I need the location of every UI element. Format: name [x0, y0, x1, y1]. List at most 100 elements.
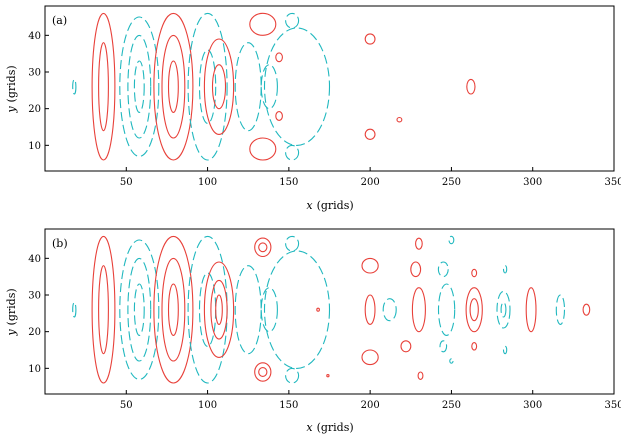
- positive-contour-42: [471, 342, 478, 351]
- x-tick-label-6: 350: [604, 400, 621, 411]
- positive-contour-14: [249, 137, 277, 161]
- positive-contour-40: [469, 298, 479, 322]
- x-axis-unit-a: (grids): [317, 199, 354, 212]
- x-tick-label-1: 100: [198, 400, 217, 411]
- positive-contour-11: [203, 38, 235, 135]
- negative-contour-19: [285, 144, 300, 161]
- positive-contour-12: [210, 279, 228, 340]
- positive-contour-26: [361, 349, 379, 366]
- negative-contour-43: [496, 290, 511, 329]
- negative-contour-45: [502, 265, 508, 274]
- panel-label-a: (a): [52, 14, 67, 27]
- x-axis-var-a: x: [306, 199, 313, 212]
- x-tick-label-4: 250: [442, 400, 461, 411]
- negative-contour-16: [260, 64, 278, 110]
- x-tick-label-2: 150: [279, 177, 298, 188]
- negative-contour-19: [260, 287, 278, 333]
- positive-contour-13: [249, 12, 277, 36]
- positive-contour-16: [254, 362, 272, 382]
- negative-contour-38: [449, 358, 454, 364]
- positive-contour-24: [396, 116, 403, 123]
- y-axis-unit-a: (grids): [5, 65, 18, 102]
- y-axis-label-b: y (grids): [5, 288, 18, 336]
- negative-contour-34: [437, 283, 456, 336]
- positive-contour-49: [582, 303, 591, 316]
- panel-a: (a) 50 100 150 200 250 300 350 10 20 30 40 x (grid…: [5, 5, 621, 212]
- negative-contour-22: [285, 367, 300, 384]
- negative-contour-4: [127, 34, 152, 139]
- x-tick-label-4: 250: [442, 177, 461, 188]
- positive-contour-15: [258, 242, 268, 253]
- negative-contour-48: [555, 294, 566, 325]
- positive-contour-20: [275, 52, 283, 63]
- positive-contour-25: [361, 257, 379, 274]
- negative-contour-15: [234, 42, 262, 132]
- positive-contour-24: [326, 374, 330, 378]
- positive-contour-32: [417, 371, 424, 380]
- negative-contour-5: [133, 283, 145, 336]
- y-tick-label-3: 40: [28, 254, 41, 265]
- y-tick-label-1: 20: [28, 327, 41, 338]
- plot-frame-a: [44, 5, 615, 172]
- negative-contour-5: [133, 60, 145, 113]
- positive-contour-33: [411, 287, 426, 333]
- y-tick-label-0: 10: [28, 364, 41, 375]
- negative-contour-9: [187, 235, 228, 384]
- positive-contour-2: [98, 42, 109, 132]
- y-axis-unit-b: (grids): [5, 288, 18, 325]
- positive-contour-13: [215, 294, 223, 325]
- y-tick-label-3: 40: [28, 31, 41, 42]
- y-axis-var-a: y: [5, 106, 18, 114]
- positive-contour-8: [167, 60, 179, 113]
- positive-contour-1: [91, 12, 116, 161]
- negative-contour-3: [119, 239, 160, 380]
- x-tick-label-3: 200: [361, 400, 380, 411]
- negative-contour-10: [198, 49, 217, 124]
- x-tick-label-5: 300: [523, 400, 542, 411]
- negative-contour-21: [285, 235, 300, 252]
- negative-contour-18: [234, 265, 262, 355]
- negative-contour-44: [500, 301, 507, 318]
- contour-group-b: [72, 235, 591, 384]
- x-ticks-a: 50 100 150 200 250 300 350: [120, 167, 621, 188]
- y-tick-label-2: 30: [28, 68, 41, 79]
- x-tick-label-3: 200: [361, 177, 380, 188]
- negative-contour-0: [72, 301, 77, 318]
- positive-contour-39: [465, 287, 483, 333]
- y-tick-label-1: 20: [28, 104, 41, 115]
- positive-contour-17: [258, 367, 268, 377]
- x-axis-unit-b: (grids): [317, 421, 354, 434]
- positive-contour-30: [410, 261, 422, 278]
- x-tick-label-2: 150: [279, 400, 298, 411]
- x-tick-label-1: 100: [198, 177, 217, 188]
- x-axis-label-b: x (grids): [306, 421, 353, 434]
- negative-contour-35: [448, 235, 455, 245]
- positive-contour-11: [203, 261, 235, 358]
- positive-contour-1: [91, 235, 116, 384]
- negative-contour-10: [198, 272, 217, 347]
- x-tick-label-0: 50: [120, 177, 133, 188]
- negative-contour-3: [119, 16, 160, 157]
- y-axis-label-a: y (grids): [5, 65, 18, 113]
- negative-contour-18: [285, 12, 300, 29]
- negative-contour-17: [263, 27, 331, 146]
- negative-contour-28: [382, 298, 397, 322]
- x-axis-var-b: x: [306, 421, 313, 434]
- x-tick-label-0: 50: [120, 400, 133, 411]
- y-ticks-a: 10 20 30 40: [28, 31, 49, 152]
- positive-contour-7: [161, 34, 186, 139]
- positive-contour-27: [364, 294, 376, 325]
- negative-contour-0: [72, 78, 77, 95]
- negative-contour-46: [502, 345, 508, 355]
- x-tick-label-5: 300: [523, 177, 542, 188]
- positive-contour-14: [254, 237, 272, 258]
- negative-contour-9: [187, 12, 228, 161]
- contour-group-a: [72, 12, 476, 161]
- x-ticks-b: 50 100 150 200 250 300 350: [120, 390, 621, 411]
- positive-contour-25: [466, 78, 476, 95]
- positive-contour-7: [161, 257, 186, 362]
- negative-contour-4: [127, 257, 152, 362]
- negative-contour-37: [439, 340, 448, 353]
- y-tick-label-2: 30: [28, 291, 41, 302]
